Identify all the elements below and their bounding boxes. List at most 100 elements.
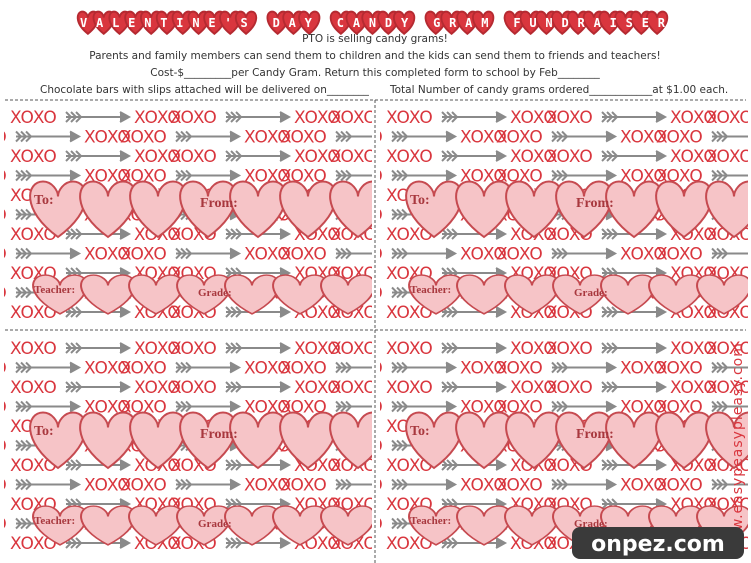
arrow-fletch — [401, 517, 409, 530]
arrow-head — [445, 478, 458, 491]
xoxo: XOXO — [336, 206, 383, 226]
xoxo: XOXO — [10, 225, 57, 245]
arrow-fletch — [551, 361, 559, 374]
arrow-fletch — [561, 247, 569, 260]
teacher-label: Teacher: — [410, 284, 451, 296]
arrow-fletch — [335, 130, 343, 143]
arrow-fletch — [335, 400, 343, 413]
arrow-fletch — [446, 537, 454, 549]
xoxo: XOXO — [10, 378, 57, 398]
arrow-fletch — [716, 247, 724, 260]
arrow — [441, 306, 508, 318]
arrow-fletch — [235, 306, 243, 318]
arrow-fletch — [391, 478, 399, 491]
arrow-head — [279, 342, 292, 354]
xoxo: XOXO — [510, 339, 557, 359]
arrow-fletch — [15, 286, 23, 299]
xoxo: XOXO — [620, 359, 667, 379]
xoxo: XOXO — [656, 245, 703, 265]
arrow-fletch — [396, 169, 404, 182]
xoxo: XOXO — [330, 378, 377, 398]
form-right: Total Number of candy grams ordered_____… — [389, 84, 728, 96]
heart — [605, 180, 663, 239]
arrow-head — [229, 247, 242, 260]
xoxo: XOXO — [620, 167, 667, 187]
arrow-head — [495, 342, 508, 354]
arrow-fletch — [185, 478, 193, 491]
xoxo: XOXO — [656, 476, 703, 496]
arrow-fletch — [175, 169, 183, 182]
arrow-fletch — [556, 169, 564, 182]
xoxo: XOXO — [170, 378, 217, 398]
arrow-fletch — [561, 130, 569, 143]
arrow-fletch — [716, 400, 724, 413]
arrow-head — [605, 478, 618, 491]
xoxo: XOXO — [244, 167, 291, 187]
arrow-fletch — [601, 498, 609, 510]
arrow-head — [69, 361, 82, 374]
xoxo: XOXO — [134, 108, 181, 128]
arrow-fletch — [70, 306, 78, 318]
title: VALENTINE'S DAY CANDY GRAM FUNDRAISER — [80, 16, 666, 30]
arrow-fletch — [225, 381, 233, 393]
arrow-head — [279, 111, 292, 123]
heart — [79, 411, 137, 470]
arrow — [711, 169, 748, 182]
arrow — [335, 361, 372, 374]
xoxo: XOXO — [10, 339, 57, 359]
arrow-head — [279, 459, 292, 471]
xoxo: XOXO — [244, 245, 291, 265]
arrow-fletch — [606, 342, 614, 354]
arrow-fletch — [340, 130, 348, 143]
arrow-fletch — [716, 361, 724, 374]
cards: XOXO XOXO XOXO XOXO XOXO XOXO XOXO XOXO XOXO XOXO… — [0, 108, 751, 554]
arrow-fletch — [15, 208, 23, 221]
arrow-head — [445, 169, 458, 182]
arrow-fletch — [606, 228, 614, 240]
xoxo: XOXO — [336, 167, 383, 187]
arrow-head — [605, 361, 618, 374]
xoxo: XOXO — [706, 147, 751, 167]
to-label: To: — [410, 424, 430, 439]
arrow-head — [445, 361, 458, 374]
heart — [696, 274, 748, 315]
xoxo: XOXO — [460, 128, 507, 148]
arrow-head — [655, 342, 668, 354]
arrow-fletch — [225, 267, 233, 279]
arrow-fletch — [601, 111, 609, 123]
arrow-fletch — [70, 537, 78, 549]
xoxo: XOXO — [546, 378, 593, 398]
xoxo: XOXO — [330, 339, 377, 359]
arrow-fletch — [711, 400, 719, 413]
xoxo: XOXO — [620, 128, 667, 148]
arrow-fletch — [711, 361, 719, 374]
arrow-head — [229, 478, 242, 491]
arrow-fletch — [611, 150, 619, 162]
arrow-fletch — [225, 537, 233, 549]
arrow-head — [495, 459, 508, 471]
arrow-head — [119, 306, 132, 318]
arrow-fletch — [25, 208, 33, 221]
arrow-fletch — [601, 150, 609, 162]
arrow-fletch — [401, 208, 409, 221]
arrow — [65, 459, 132, 471]
xoxo: XOXO — [336, 437, 383, 457]
arrow-fletch — [15, 169, 23, 182]
xoxo: XOXO — [134, 339, 181, 359]
arrow-fletch — [345, 130, 353, 143]
arrow-head — [279, 228, 292, 240]
arrow — [15, 247, 82, 260]
xoxo: XOXO — [134, 147, 181, 167]
xoxo: XOXO — [120, 398, 167, 418]
arrow — [441, 150, 508, 162]
xoxo: XOXO — [0, 437, 7, 457]
xoxo: XOXO — [496, 128, 543, 148]
arrow-fletch — [601, 381, 609, 393]
arrow-fletch — [75, 306, 83, 318]
arrow-head — [69, 400, 82, 413]
arrow-fletch — [401, 247, 409, 260]
xoxo: XOXO — [120, 359, 167, 379]
heart — [455, 411, 513, 470]
arrow-fletch — [391, 208, 399, 221]
arrow-fletch — [716, 130, 724, 143]
